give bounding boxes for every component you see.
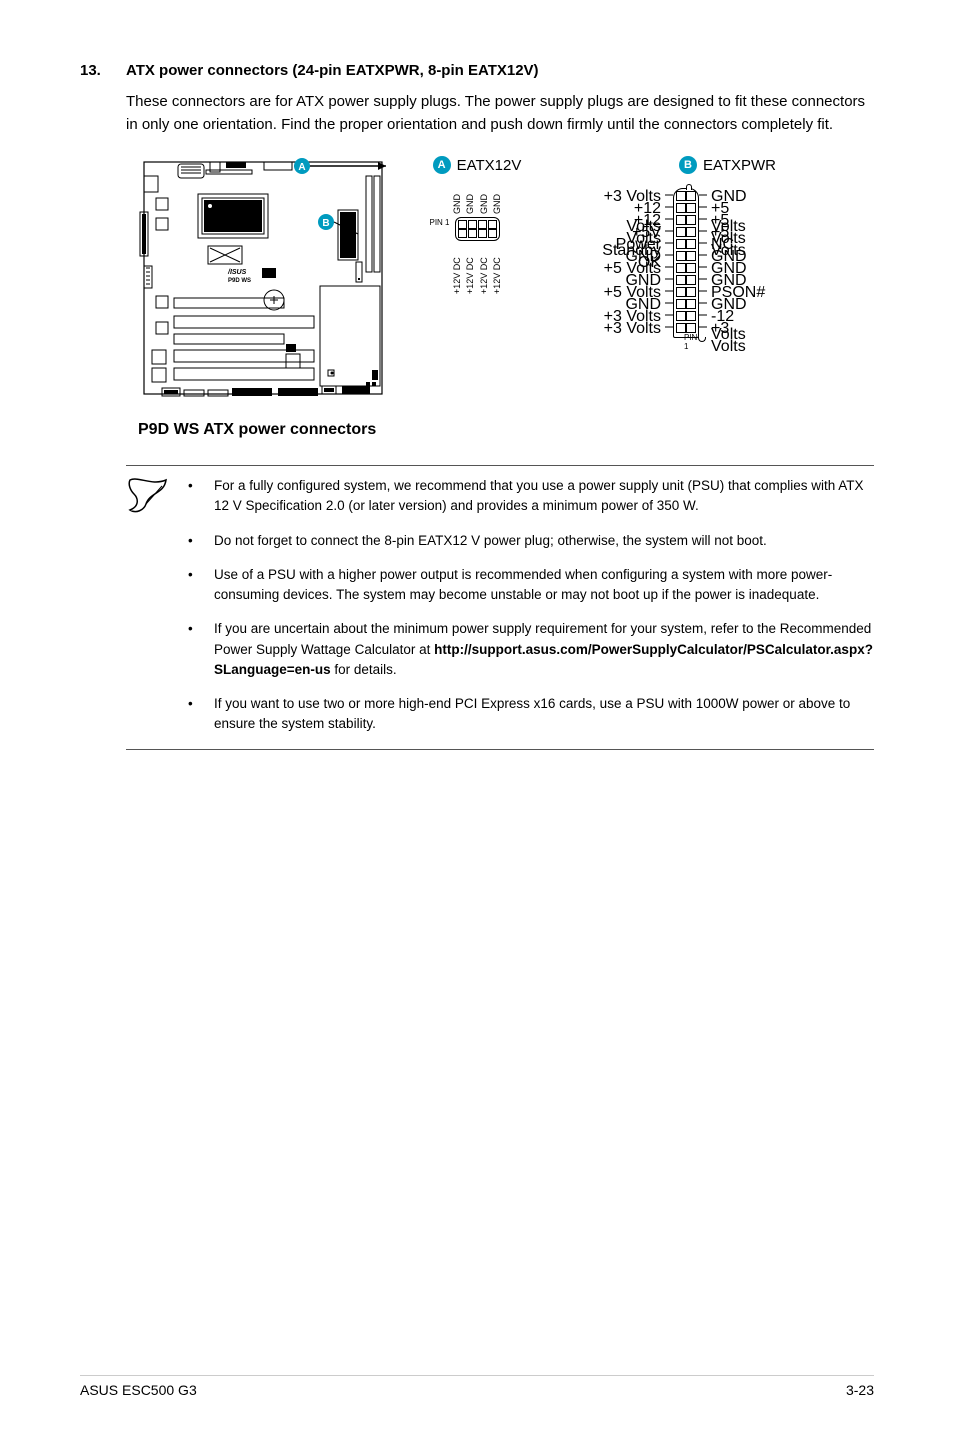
bullet: • — [188, 694, 194, 735]
eatxpwr-connector: B EATXPWR +3 Volts+12 Volts+12 Volts+5V … — [566, 156, 796, 338]
note-text: For a fully configured system, we recomm… — [214, 476, 874, 517]
diagram-region: B A — [138, 156, 874, 439]
note-item: • For a fully configured system, we recom… — [188, 476, 874, 517]
pin-label-right: GND — [707, 260, 767, 272]
intro-paragraph: These connectors are for ATX power suppl… — [126, 91, 874, 136]
eatx12v-pins: PIN 1 — [455, 217, 500, 241]
diagram-caption: P9D WS ATX power connectors — [138, 421, 874, 439]
eatx12v-bottom-labels: +12V DC +12V DC +12V DC +12V DC — [452, 244, 503, 294]
note-text: If you are uncertain about the minimum p… — [214, 619, 874, 680]
notes-section: • For a fully configured system, we recom… — [126, 465, 874, 750]
note-item: • If you want to use two or more high-end… — [188, 694, 874, 735]
notes-list: • For a fully configured system, we recom… — [188, 476, 874, 735]
note-text: Do not forget to connect the 8-pin EATX1… — [214, 531, 874, 551]
bullet: • — [188, 565, 194, 606]
heading-number: 13. — [80, 62, 126, 79]
svg-text:P9D WS: P9D WS — [228, 278, 251, 284]
svg-text:B: B — [322, 218, 329, 229]
eatxpwr-pinout: +3 Volts+12 Volts+12 Volts+5V StandbyPow… — [595, 188, 767, 338]
note-item: • Use of a PSU with a higher power output… — [188, 565, 874, 606]
pin-label-right: PSON# — [707, 284, 767, 296]
pin-label-left: +5 Volts — [595, 284, 665, 296]
bullet: • — [188, 531, 194, 551]
note-item: • Do not forget to connect the 8-pin EATX… — [188, 531, 874, 551]
footer-right: 3-23 — [846, 1382, 874, 1398]
eatx12v-label: EATX12V — [457, 157, 522, 174]
note-item: • If you are uncertain about the minimum … — [188, 619, 874, 680]
bullet: • — [188, 619, 194, 680]
section-heading: 13. ATX power connectors (24-pin EATXPWR… — [80, 62, 874, 79]
bullet: • — [188, 476, 194, 517]
badge-b: B — [679, 156, 697, 174]
eatx12v-connector: A EATX12V GND GND GND GND PIN 1 +12V DC … — [412, 156, 542, 294]
pin-label-right: GND — [707, 188, 767, 200]
eatxpwr-label: EATXPWR — [703, 157, 776, 174]
page-footer: ASUS ESC500 G3 3-23 — [80, 1375, 874, 1398]
pin-label-left: +3 Volts — [595, 320, 665, 332]
pin-label-left: +3 Volts — [595, 308, 665, 320]
svg-text:A: A — [298, 162, 305, 173]
note-icon — [126, 476, 170, 735]
heading-title: ATX power connectors (24-pin EATXPWR, 8-… — [126, 62, 539, 79]
badge-a: A — [433, 156, 451, 174]
footer-left: ASUS ESC500 G3 — [80, 1382, 197, 1398]
note-text: If you want to use two or more high-end … — [214, 694, 874, 735]
eatx12v-top-labels: GND GND GND GND — [452, 180, 503, 214]
note-text: Use of a PSU with a higher power output … — [214, 565, 874, 606]
pin-label-left: +3 Volts — [595, 188, 665, 200]
svg-text:/ISUS: /ISUS — [227, 269, 247, 276]
pin-label-right: GND — [707, 272, 767, 284]
pin-label-left: +5 Volts — [595, 260, 665, 272]
pin-label-right: GND — [707, 248, 767, 260]
motherboard-schematic: B A — [138, 156, 388, 411]
